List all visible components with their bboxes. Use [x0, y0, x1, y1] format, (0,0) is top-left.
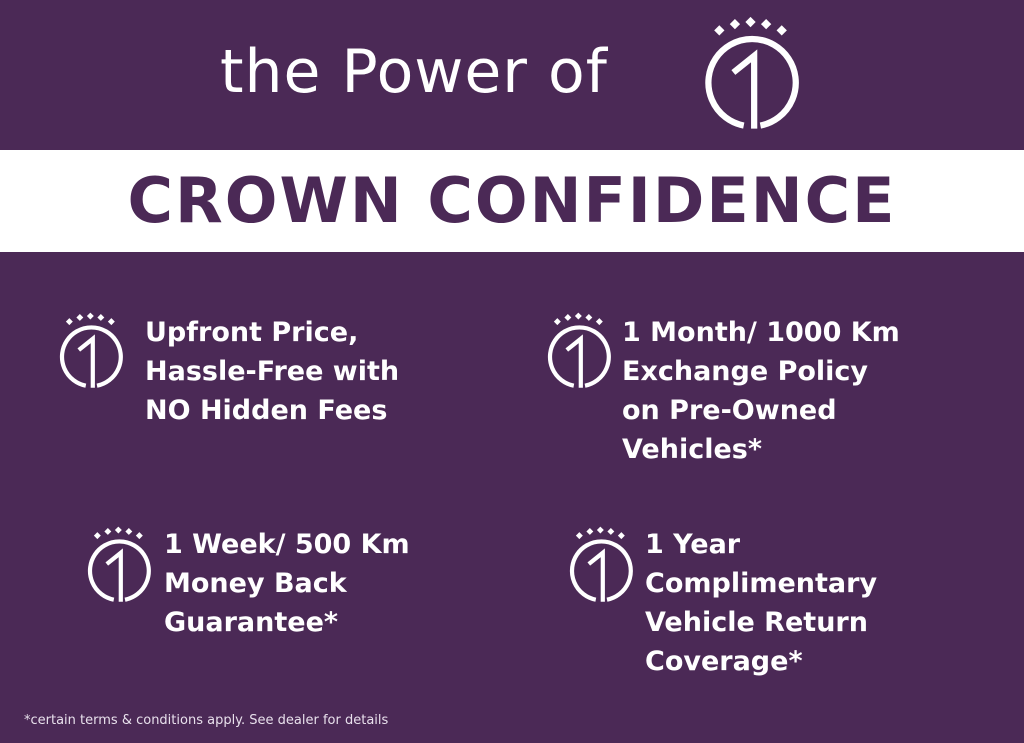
- crown-one-icon: [543, 308, 613, 392]
- feature-line: Coverage*: [645, 646, 803, 677]
- feature-line: Complimentary: [645, 568, 878, 599]
- crown-one-icon: [55, 308, 125, 392]
- banner: CROWN CONFIDENCE: [0, 150, 1024, 252]
- feature-line: 1 Year: [645, 529, 741, 560]
- crown-one-icon: [83, 522, 153, 606]
- feature-line: Money Back: [164, 568, 347, 599]
- feature-line: 1 Month/ 1000 Km: [622, 317, 900, 348]
- banner-title: CROWN CONFIDENCE: [127, 164, 897, 237]
- feature-line: NO Hidden Fees: [145, 395, 388, 426]
- crown-one-icon: [565, 522, 635, 606]
- feature-money-back: 1 Week/ 500 Km Money Back Guarantee*: [164, 525, 410, 642]
- feature-exchange-policy: 1 Month/ 1000 Km Exchange Policy on Pre-…: [622, 313, 900, 469]
- footnote: *certain terms & conditions apply. See d…: [24, 713, 389, 728]
- feature-line: Vehicles*: [622, 434, 762, 465]
- feature-line: Vehicle Return: [645, 607, 868, 638]
- crown-one-logo: [698, 10, 802, 135]
- page-title: the Power of: [220, 37, 608, 107]
- feature-line: on Pre-Owned: [622, 395, 837, 426]
- feature-line: Hassle-Free with: [145, 356, 400, 387]
- feature-line: Upfront Price,: [145, 317, 359, 348]
- feature-line: Exchange Policy: [622, 356, 869, 387]
- feature-line: 1 Week/ 500 Km: [164, 529, 410, 560]
- feature-return-coverage: 1 Year Complimentary Vehicle Return Cove…: [645, 525, 877, 681]
- feature-upfront-price: Upfront Price, Hassle-Free with NO Hidde…: [145, 313, 399, 430]
- feature-line: Guarantee*: [164, 607, 339, 638]
